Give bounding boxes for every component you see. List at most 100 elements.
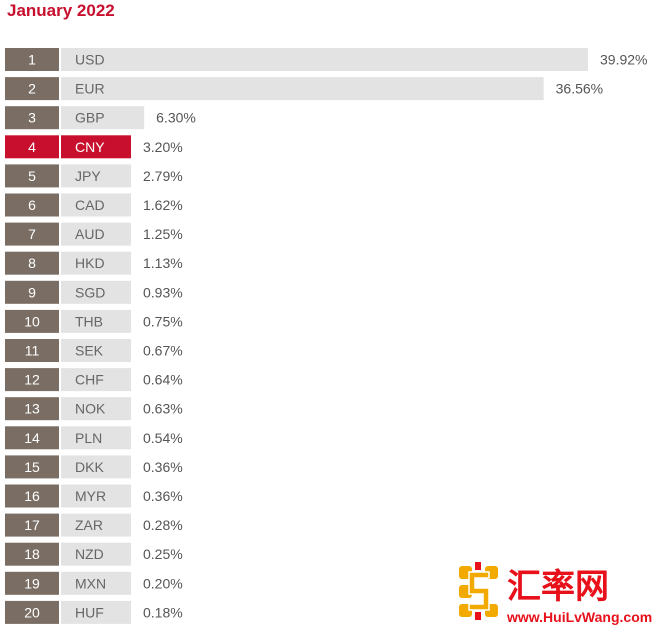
value-label: 0.63% (143, 401, 183, 417)
currency-label: HKD (75, 255, 105, 271)
value-label: 36.56% (556, 81, 603, 97)
rank-label: 20 (24, 604, 40, 620)
rank-label: 2 (28, 81, 36, 97)
rank-cell (5, 106, 59, 130)
value-label: 6.30% (156, 110, 196, 126)
bar (61, 106, 145, 130)
rank-cell (5, 368, 59, 392)
value-label: 0.18% (143, 604, 183, 620)
rank-cell (5, 48, 59, 71)
rank-cell (5, 77, 59, 101)
bar (61, 135, 131, 159)
bar (61, 513, 131, 537)
watermark-logo: 汇率网 www.HuiLvWang.com (459, 562, 652, 625)
currency-label: USD (75, 52, 105, 68)
value-label: 0.67% (143, 343, 183, 359)
bar (61, 397, 131, 421)
rank-label: 7 (28, 226, 36, 242)
value-label: 0.28% (143, 517, 183, 533)
rank-cell (5, 426, 59, 450)
value-label: 1.13% (143, 255, 183, 271)
rank-cell (5, 455, 59, 479)
currency-label: AUD (75, 226, 105, 242)
coin-dollar-icon (459, 562, 498, 620)
value-label: 1.25% (143, 226, 183, 242)
watermark-url: www.HuiLvWang.com (506, 609, 652, 625)
value-label: 0.36% (143, 459, 183, 475)
value-label: 0.75% (143, 313, 183, 329)
rank-cell (5, 251, 59, 275)
value-label: 1.62% (143, 197, 183, 213)
currency-label: DKK (75, 459, 104, 475)
bar (61, 309, 131, 333)
currency-label: CAD (75, 197, 105, 213)
rank-cell (5, 135, 59, 159)
currency-label: GBP (75, 110, 105, 126)
rank-cell (5, 397, 59, 421)
rank-label: 16 (24, 488, 40, 504)
bar (61, 164, 131, 188)
currency-label: EUR (75, 81, 105, 97)
rank-label: 14 (24, 430, 40, 446)
rank-label: 17 (24, 517, 40, 533)
currency-label: NOK (75, 401, 106, 417)
rank-label: 1 (28, 52, 36, 68)
value-label: 39.92% (600, 52, 647, 68)
currency-label: CNY (75, 139, 105, 155)
bar (61, 48, 588, 71)
currency-label: MYR (75, 488, 106, 504)
rank-cell (5, 222, 59, 246)
value-label: 0.64% (143, 372, 183, 388)
bar (61, 193, 131, 217)
rank-label: 15 (24, 459, 40, 475)
bar (61, 368, 131, 392)
rank-label: 6 (28, 197, 36, 213)
bar (61, 77, 544, 101)
rank-cell (5, 484, 59, 508)
bar (61, 484, 131, 508)
currency-label: CHF (75, 372, 104, 388)
value-label: 2.79% (143, 168, 183, 184)
rank-cell (5, 164, 59, 188)
value-label: 0.36% (143, 488, 183, 504)
rank-cell (5, 309, 59, 333)
currency-label: NZD (75, 546, 104, 562)
currency-label: JPY (75, 168, 101, 184)
currency-label: SGD (75, 284, 105, 300)
rank-label: 4 (28, 139, 36, 155)
rank-cell (5, 542, 59, 566)
currency-label: MXN (75, 575, 106, 591)
bar (61, 600, 131, 624)
currency-label: PLN (75, 430, 102, 446)
value-label: 0.54% (143, 430, 183, 446)
rank-label: 18 (24, 546, 40, 562)
rank-label: 9 (28, 284, 36, 300)
value-label: 0.25% (143, 546, 183, 562)
rank-label: 5 (28, 168, 36, 184)
watermark-chinese: 汇率网 (507, 567, 609, 607)
currency-label: ZAR (75, 517, 103, 533)
rank-cell (5, 513, 59, 537)
bar (61, 455, 131, 479)
value-label: 0.20% (143, 575, 183, 591)
bar (61, 542, 131, 566)
rank-label: 13 (24, 401, 40, 417)
bar (61, 280, 131, 304)
rank-cell (5, 339, 59, 362)
rank-label: 3 (28, 110, 36, 126)
bar (61, 222, 131, 246)
rank-label: 19 (24, 575, 40, 591)
bar (61, 339, 131, 362)
currency-label: THB (75, 313, 103, 329)
rank-label: 10 (24, 313, 40, 329)
currency-label: SEK (75, 343, 104, 359)
chart-title: January 2022 (7, 1, 115, 20)
currency-label: HUF (75, 604, 104, 620)
bar (61, 251, 131, 275)
value-label: 3.20% (143, 139, 183, 155)
rank-label: 11 (25, 343, 40, 359)
bar (61, 426, 131, 450)
value-label: 0.93% (143, 284, 183, 300)
rank-cell (5, 571, 59, 595)
